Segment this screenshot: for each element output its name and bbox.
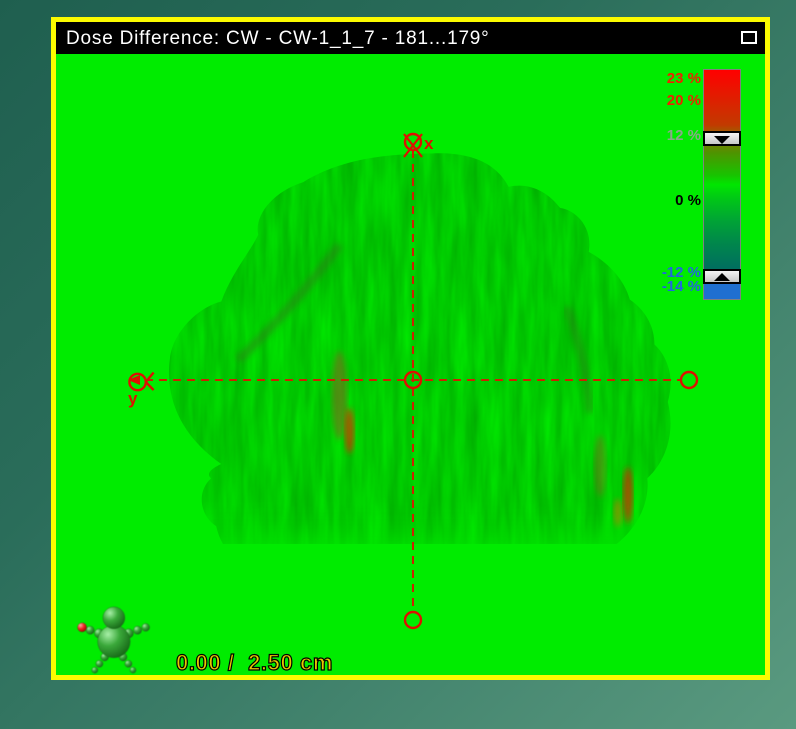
svg-text:x: x (424, 134, 434, 153)
svg-text:y: y (128, 389, 138, 408)
